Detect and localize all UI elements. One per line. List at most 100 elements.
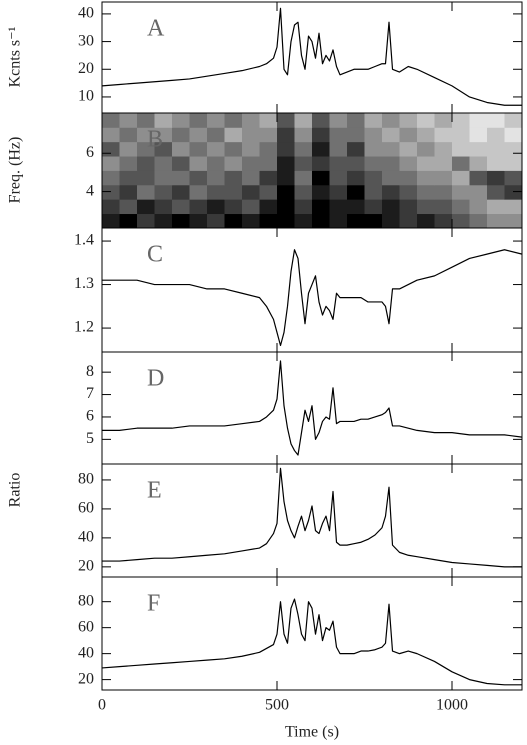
heat-cell <box>469 113 488 128</box>
heat-cell <box>434 113 453 128</box>
heat-cell <box>399 156 418 171</box>
heat-cell <box>434 213 453 229</box>
heat-cell <box>294 170 313 186</box>
heat-cell <box>504 213 523 229</box>
heat-cell <box>277 199 295 215</box>
heat-cell <box>224 156 243 171</box>
heat-cell <box>119 113 138 128</box>
heat-cell <box>207 213 225 229</box>
y-tick-label: 60 <box>78 500 94 517</box>
heat-cell <box>504 127 523 143</box>
heat-cell <box>312 113 330 128</box>
heat-cell <box>172 199 190 215</box>
heat-cell <box>102 184 120 200</box>
heat-cell <box>487 127 505 143</box>
heat-cell <box>487 170 505 186</box>
x-axis-label: Time (s) <box>285 724 339 741</box>
y-tick-label: 60 <box>78 618 94 635</box>
heat-cell <box>294 141 313 157</box>
heat-cell <box>154 170 173 186</box>
heat-cell <box>469 127 488 143</box>
heat-cell <box>154 156 173 171</box>
heat-cell <box>189 199 208 215</box>
heat-cell <box>137 199 155 215</box>
y-tick-label: 20 <box>78 670 94 687</box>
heat-cell <box>399 184 418 200</box>
heat-cell <box>137 113 155 128</box>
heat-cell <box>277 170 295 186</box>
heat-cell <box>434 141 453 157</box>
heat-cell <box>154 127 173 143</box>
heat-cell <box>259 127 278 143</box>
heat-cell <box>259 141 278 157</box>
heat-cell <box>487 156 505 171</box>
heat-cell <box>364 113 383 128</box>
y-tick-label: 30 <box>78 32 94 49</box>
heat-cell <box>294 199 313 215</box>
heat-cell <box>329 213 348 229</box>
heat-cell <box>364 199 383 215</box>
heat-cell <box>242 141 260 157</box>
heat-cell <box>102 199 120 215</box>
y-tick-label: 20 <box>78 558 94 575</box>
heat-cell <box>417 141 435 157</box>
heat-cell <box>452 170 470 186</box>
y-tick-label: 1.4 <box>74 232 94 249</box>
heat-cell <box>102 141 120 157</box>
heat-cell <box>172 156 190 171</box>
y-tick-label: 6 <box>86 144 94 161</box>
y-tick-label: 40 <box>78 644 94 661</box>
heat-cell <box>399 199 418 215</box>
heat-cell <box>242 127 260 143</box>
heat-cell <box>207 199 225 215</box>
heat-cell <box>452 141 470 157</box>
heat-cell <box>224 141 243 157</box>
heat-cell <box>189 141 208 157</box>
heat-cell <box>347 156 365 171</box>
data-line <box>101 598 522 686</box>
y-tick-label: 5 <box>86 430 94 447</box>
heat-cell <box>487 113 505 128</box>
heat-cell <box>399 127 418 143</box>
heat-cell <box>312 213 330 229</box>
heat-cell <box>154 113 173 128</box>
heat-cell <box>189 213 208 229</box>
heat-cell <box>452 213 470 229</box>
heat-cell <box>364 127 383 143</box>
heat-cell <box>224 113 243 128</box>
heat-cell <box>347 170 365 186</box>
heat-cell <box>277 213 295 229</box>
heat-cell <box>137 127 155 143</box>
heat-cell <box>312 141 330 157</box>
heat-cell <box>277 184 295 200</box>
heat-cell <box>294 127 313 143</box>
heat-cell <box>452 156 470 171</box>
heat-cell <box>102 170 120 186</box>
heat-cell <box>154 184 173 200</box>
heat-cell <box>207 127 225 143</box>
y-tick-label: 8 <box>86 363 94 380</box>
heat-cell <box>364 141 383 157</box>
heat-cell <box>329 170 348 186</box>
heat-cell <box>382 170 400 186</box>
heat-cell <box>452 199 470 215</box>
heat-cell <box>137 184 155 200</box>
heat-cell <box>242 156 260 171</box>
heat-cell <box>207 170 225 186</box>
y-tick-label: 1.2 <box>74 319 94 336</box>
y-tick-label: 4 <box>86 182 94 199</box>
heat-cell <box>504 170 523 186</box>
heat-cell <box>504 156 523 171</box>
heat-cell <box>364 156 383 171</box>
heat-cell <box>399 213 418 229</box>
data-line <box>101 7 522 106</box>
panel-letter: B <box>147 127 163 153</box>
panel-frame <box>101 576 523 691</box>
heat-cell <box>224 199 243 215</box>
heat-cell <box>154 141 173 157</box>
panel-letter: F <box>147 591 160 617</box>
heat-cell <box>119 213 138 229</box>
heat-cell <box>329 184 348 200</box>
heat-cell <box>329 141 348 157</box>
